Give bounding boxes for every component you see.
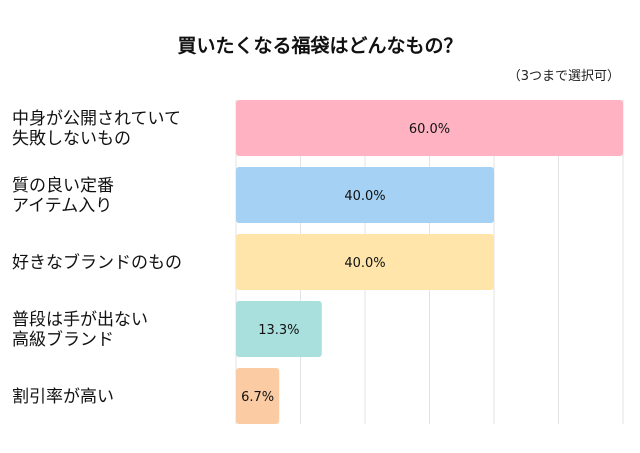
value-label: 40.0% [344, 256, 385, 271]
category-label: 中身が公開されていて失敗しないもの [12, 109, 181, 149]
category-label: 普段は手が出ない高級ブランド [12, 310, 148, 350]
value-label: 40.0% [344, 189, 385, 204]
category-label: 好きなブランドのもの [12, 252, 182, 273]
value-label: 13.3% [258, 323, 299, 338]
value-labels: 60.0% 40.0% 40.0% 13.3% 6.7% [241, 122, 450, 405]
bar [236, 368, 280, 424]
category-label: 質の良い定番アイテム入り [12, 176, 114, 216]
chart-title: 買いたくなる福袋はどんなもの？ [177, 34, 462, 57]
category-label: 割引率が高い [12, 387, 114, 407]
bar [236, 100, 623, 156]
value-label: 60.0% [409, 122, 450, 137]
value-label: 6.7% [241, 390, 274, 405]
bar [236, 167, 494, 223]
bar [236, 234, 494, 290]
bar [236, 301, 322, 357]
chart-subtitle: （3つまで選択可） [508, 69, 620, 84]
category-labels: 中身が公開されていて失敗しないもの質の良い定番アイテム入り好きなブランドのもの普… [12, 109, 182, 407]
bars [236, 100, 623, 424]
